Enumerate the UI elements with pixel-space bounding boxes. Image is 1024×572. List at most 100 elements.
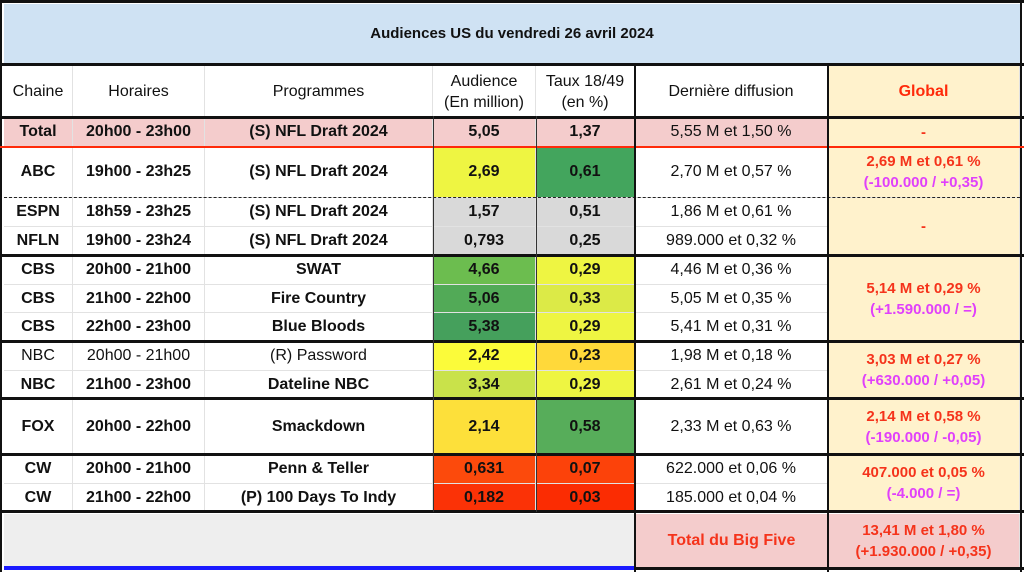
header-audience-line1: Audience [450,72,518,90]
global-cell: 407.000 et 0,05 % (-4.000 / =) [828,455,1020,512]
cell-taux: 0,29 [536,313,635,342]
cell-chaine: CBS [4,256,73,285]
abc-espn-divider [4,197,1020,198]
cell-derniere: 185.000 et 0,04 % [635,484,828,512]
group-divider [0,254,1024,257]
cell-programme: Blue Bloods [205,313,433,342]
cell-programme: Smackdown [205,399,433,455]
cell-audience: 0,182 [433,484,536,512]
header-audience: Audience (En million) [433,66,536,118]
cell-derniere: 5,55 M et 1,50 % [635,118,828,147]
header-derniere: Dernière diffusion [635,66,828,118]
frame-top [0,0,1024,3]
cell-derniere: 2,70 M et 0,57 % [635,147,828,198]
cell-programme: (S) NFL Draft 2024 [205,147,433,198]
cell-derniere: 1,86 M et 0,61 % [635,198,828,227]
cell-chaine: NBC [4,371,73,399]
cell-horaires: 21h00 - 22h00 [73,484,205,512]
cell-derniere: 1,98 M et 0,18 % [635,342,828,371]
frame-right [1020,0,1022,572]
global-cell: - [828,118,1020,147]
cell-taux: 0,03 [536,484,635,512]
header-taux-line1: Taux 18/49 [545,72,625,90]
cell-derniere: 2,61 M et 0,24 % [635,371,828,399]
cell-audience: 2,14 [433,399,536,455]
cell-horaires: 22h00 - 23h00 [73,313,205,342]
cell-taux: 0,07 [536,455,635,484]
cell-taux: 0,25 [536,227,635,256]
cell-programme: (R) Password [205,342,433,371]
global-cell: - [828,198,1020,256]
cell-programme: (P) 100 Days To Indy [205,484,433,512]
frame-left [0,0,2,572]
table-title: Audiences US du vendredi 26 avril 2024 [4,4,1020,64]
cell-horaires: 21h00 - 23h00 [73,371,205,399]
cell-taux: 0,58 [536,399,635,455]
cell-chaine: NFLN [4,227,73,256]
cell-programme: SWAT [205,256,433,285]
global-main: 3,03 M et 0,27 % [866,351,981,368]
global-main: 407.000 et 0,05 % [862,464,985,481]
cell-derniere: 2,33 M et 0,63 % [635,399,828,455]
cell-chaine: CBS [4,313,73,342]
cell-taux: 0,33 [536,285,635,313]
cell-audience: 1,57 [433,198,536,227]
col-divider [827,64,829,572]
group-divider [0,340,1024,343]
big-five-total-main: 13,41 M et 1,80 % [862,521,985,539]
cell-audience: 5,05 [433,118,536,147]
col-divider [634,64,636,572]
cell-horaires: 20h00 - 21h00 [73,455,205,484]
global-main: 2,69 M et 0,61 % [866,153,981,170]
group-divider [0,397,1024,400]
col-divider [536,116,537,512]
cell-programme: (S) NFL Draft 2024 [205,118,433,147]
header-programmes: Programmes [205,66,433,118]
header-taux-line2: (en %) [561,93,609,111]
big-five-label: Total du Big Five [636,514,828,568]
cell-audience: 5,38 [433,313,536,342]
total-bottom-red [0,146,1024,148]
cell-horaires: 18h59 - 23h25 [73,198,205,227]
big-five-total-delta: (+1.930.000 / +0,35) [855,542,992,560]
global-main: - [921,123,926,141]
cell-taux: 0,29 [536,256,635,285]
cell-audience: 0,631 [433,455,536,484]
global-main: - [921,218,926,235]
cell-chaine: ABC [4,147,73,198]
header-taux: Taux 18/49 (en %) [536,66,635,118]
global-cell: 5,14 M et 0,29 % (+1.590.000 / =) [828,256,1020,342]
cell-horaires: 19h00 - 23h24 [73,227,205,256]
title-bottom [0,63,1024,66]
header-bottom [0,116,1024,119]
global-cell: 3,03 M et 0,27 % (+630.000 / +0,05) [828,342,1020,399]
header-global: Global [828,66,1020,118]
global-delta: (-100.000 / +0,35) [863,174,984,191]
cell-audience: 4,66 [433,256,536,285]
cell-derniere: 4,46 M et 0,36 % [635,256,828,285]
blue-bottom-border [4,566,634,570]
cell-programme: (S) NFL Draft 2024 [205,227,433,256]
cell-horaires: 20h00 - 21h00 [73,256,205,285]
header-chaine: Chaine [4,66,73,118]
group-divider [0,453,1024,456]
cell-audience: 3,34 [433,371,536,399]
cell-programme: Dateline NBC [205,371,433,399]
cell-horaires: 20h00 - 23h00 [73,118,205,147]
global-delta: (+630.000 / +0,05) [861,372,986,389]
cell-taux: 1,37 [536,118,635,147]
cell-derniere: 5,41 M et 0,31 % [635,313,828,342]
cell-chaine: CW [4,484,73,512]
cell-chaine: NBC [4,342,73,371]
cell-audience: 0,793 [433,227,536,256]
cell-horaires: 21h00 - 22h00 [73,285,205,313]
col-divider [433,116,434,512]
big-five-total: 13,41 M et 1,80 % (+1.930.000 / +0,35) [828,514,1020,568]
cell-horaires: 19h00 - 23h25 [73,147,205,198]
header-audience-line2: (En million) [443,93,524,111]
global-delta: (+1.590.000 / =) [870,300,977,318]
cell-chaine: FOX [4,399,73,455]
cell-taux: 0,61 [536,147,635,198]
cell-taux: 0,51 [536,198,635,227]
